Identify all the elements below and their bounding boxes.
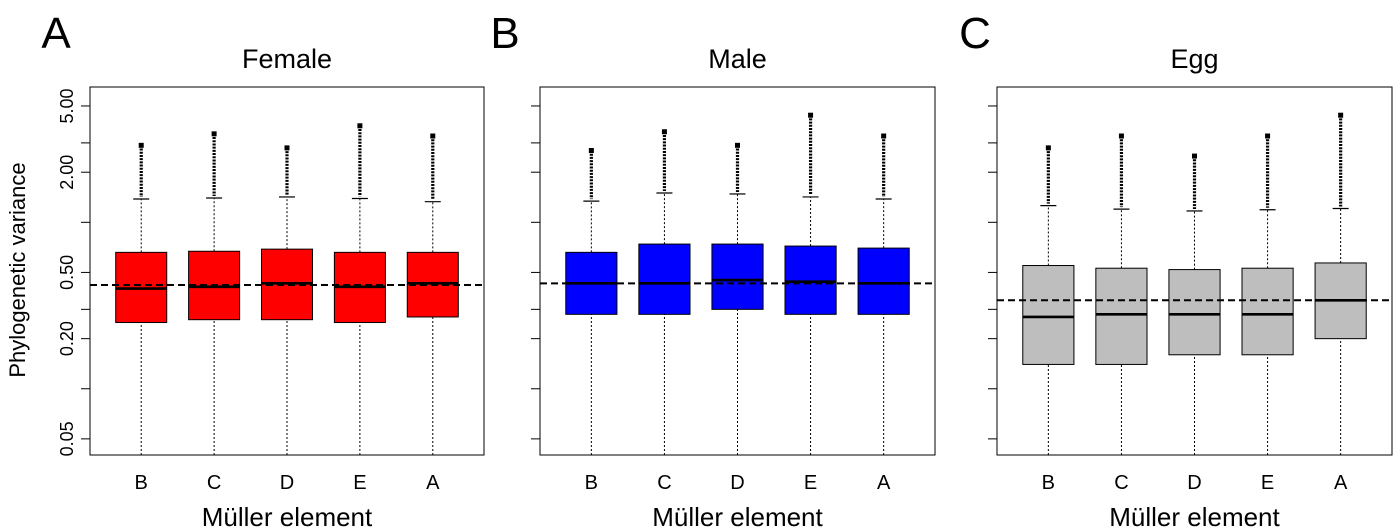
box-iqr — [638, 243, 691, 315]
box-c — [188, 131, 241, 456]
box-iqr — [784, 245, 837, 315]
box-d — [711, 142, 764, 456]
category-label: C — [207, 472, 221, 494]
max-outlier-point — [1118, 133, 1124, 139]
x-axis-label: Müller element — [202, 502, 373, 531]
x-axis-label: Müller element — [652, 502, 823, 531]
box-iqr — [857, 247, 910, 315]
panel-title: Female — [242, 44, 332, 74]
max-outlier-point — [284, 145, 290, 151]
category-label: A — [1334, 472, 1348, 494]
panels: A Female 0.05 0.20 0.50 2.00 5.00 B C D E A Müller e… — [41, 9, 1393, 531]
panel-letter: C — [959, 9, 991, 58]
max-outlier-point — [1192, 153, 1197, 159]
category-label: D — [280, 472, 294, 494]
box-c — [1095, 133, 1148, 456]
max-outlier-point — [588, 148, 594, 154]
box-a — [1314, 112, 1367, 456]
category-label: B — [585, 472, 598, 494]
box-d — [1168, 153, 1221, 456]
box-e — [784, 112, 837, 456]
category-label: C — [1114, 472, 1128, 494]
category-label: E — [353, 472, 366, 494]
box-e — [333, 123, 386, 456]
x-axis-label: Müller element — [1109, 502, 1280, 531]
max-outlier-point — [357, 123, 363, 129]
box-iqr — [1168, 269, 1221, 356]
y-axis-label: Phylogenetic variance — [5, 162, 30, 377]
max-outlier-point — [138, 142, 144, 148]
max-outlier-point — [211, 131, 217, 137]
box-c — [638, 129, 691, 456]
box-d — [260, 145, 314, 456]
y-tick-label: 0.05 — [57, 421, 77, 456]
max-outlier-point — [430, 133, 436, 139]
category-label: D — [1187, 472, 1201, 494]
category-label: E — [804, 472, 817, 494]
max-outlier-point — [881, 133, 887, 139]
category-label: B — [1042, 472, 1055, 494]
box-b — [115, 142, 168, 456]
y-tick-label: 0.20 — [57, 321, 77, 356]
box-iqr — [711, 243, 764, 310]
box-a — [857, 133, 910, 456]
box-iqr — [1095, 267, 1148, 365]
max-outlier-point — [735, 142, 740, 148]
panel-title: Male — [708, 44, 767, 74]
y-tick-label: 5.00 — [57, 88, 77, 123]
y-tick-label: 2.00 — [57, 155, 77, 190]
box-iqr — [1241, 267, 1294, 356]
box-iqr — [1022, 265, 1075, 365]
y-tick-label: 0.50 — [57, 255, 77, 290]
max-outlier-point — [1045, 145, 1051, 151]
panel-b: B Male B C D E A Müller element — [490, 9, 936, 531]
category-label: A — [877, 472, 891, 494]
category-label: A — [426, 472, 440, 494]
panel-title: Egg — [1170, 44, 1218, 74]
box-e — [1241, 133, 1294, 456]
max-outlier-point — [1338, 112, 1344, 118]
category-label: C — [657, 472, 671, 494]
category-label: D — [730, 472, 744, 494]
panel-a: A Female 0.05 0.20 0.50 2.00 5.00 B C D E A Müller e… — [41, 9, 485, 531]
max-outlier-point — [661, 129, 667, 135]
panel-letter: A — [41, 9, 71, 58]
box-b — [565, 148, 618, 456]
box-a — [406, 133, 459, 456]
category-label: E — [1261, 472, 1274, 494]
max-outlier-point — [1265, 133, 1271, 139]
category-label: B — [135, 472, 148, 494]
max-outlier-point — [808, 112, 814, 118]
box-b — [1022, 145, 1075, 456]
panel-c: C Egg B C D E A Müller element — [959, 9, 1393, 531]
panel-letter: B — [490, 9, 519, 58]
